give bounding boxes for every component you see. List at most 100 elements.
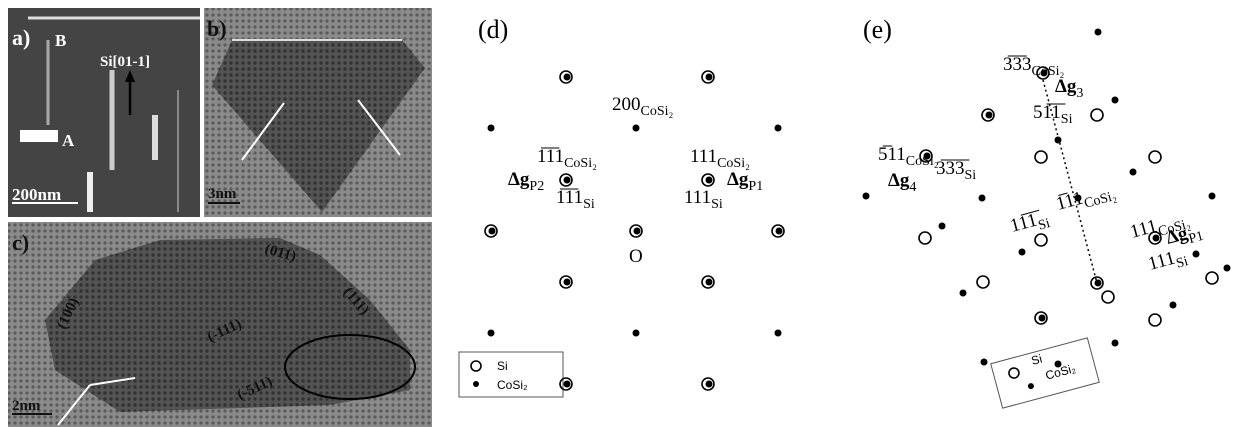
panel-e: (e) 3̅3̅3CoSi₂ Δg3 51̅1̅Si 5̅11CoSi₂ Δg4… <box>863 15 1231 408</box>
cosi2-spot <box>960 290 967 297</box>
si-spot <box>919 232 931 244</box>
marker-label: A <box>62 131 75 150</box>
panel-label: a) <box>12 25 30 50</box>
label-part: 111 <box>690 146 717 167</box>
label-part: Si <box>1175 254 1190 272</box>
cosi2-spot <box>1055 361 1062 368</box>
label-part: Si <box>965 168 977 183</box>
si-spot <box>1091 109 1103 121</box>
spot-label: 1̅1̅1CoSi₂ <box>537 146 597 171</box>
label-part: Δg <box>727 169 749 190</box>
spot-label: 51̅1̅Si <box>1033 102 1073 127</box>
label-part: Δg <box>1055 76 1077 97</box>
legend-label: Si <box>1030 352 1044 368</box>
cosi2-spot <box>775 125 782 132</box>
label-part: CoSi₂ <box>641 104 674 119</box>
spot-label: 1̅11CoSi₂ <box>1054 179 1119 219</box>
legend-label: Si <box>497 359 508 373</box>
spot-label: ΔgP1 <box>727 169 763 194</box>
si-spot <box>1206 272 1218 284</box>
label-part: Δg <box>888 170 910 191</box>
cosi2-spot <box>706 177 713 184</box>
cosi2-spot <box>1130 169 1137 176</box>
label-part: Si <box>1037 216 1052 234</box>
cosi2-spot <box>564 381 571 388</box>
label-part: CoSi₂ <box>1083 189 1119 212</box>
si-spot <box>1035 151 1047 163</box>
cosi2-spot <box>488 330 495 337</box>
panel-a: a) B A Si[01-1] 200nm <box>8 8 200 217</box>
cosi2-spot <box>1112 97 1119 104</box>
cosi2-spot <box>1055 137 1062 144</box>
label-part: 111 <box>1146 248 1178 275</box>
cosi2-spot <box>488 125 495 132</box>
cosi2-spot <box>1170 302 1177 309</box>
si-spot <box>1149 314 1161 326</box>
cosi2-spot <box>863 193 870 200</box>
cosi2-spot <box>1224 265 1231 272</box>
cosi2-spot <box>564 279 571 286</box>
panel-label: c) <box>12 230 29 255</box>
label-part: Si <box>583 197 595 212</box>
label-part: Si <box>711 197 723 212</box>
direction-label: Si[01-1] <box>100 54 150 70</box>
panel-label: (e) <box>863 15 892 44</box>
cosi2-spot <box>564 74 571 81</box>
label-part: 1̅11 <box>1054 188 1086 215</box>
panel-label: (d) <box>478 15 508 44</box>
cosi2-spot <box>706 279 713 286</box>
cosi2-spot <box>1095 29 1102 36</box>
cosi2-spot <box>1075 195 1082 202</box>
cosi2-spot <box>564 177 571 184</box>
figure: a) B A Si[01-1] 200nm b) 3nm c) (011) (1… <box>0 0 1236 427</box>
label-part: P2 <box>529 179 544 194</box>
cosi2-spot <box>489 228 496 235</box>
panel-b: b) 3nm <box>204 8 432 217</box>
label-part: 4 <box>909 180 916 195</box>
cosi2-spot <box>776 228 783 235</box>
label-part: 1̅1̅1 <box>537 146 564 167</box>
label-part: Si <box>1061 112 1073 127</box>
panel-label: b) <box>207 16 227 41</box>
cosi2-spot <box>924 153 931 160</box>
cosi2-spot <box>634 228 641 235</box>
marker-label: B <box>55 31 66 50</box>
cosi2-spot <box>979 195 986 202</box>
panel-c: c) (011) (100) (111) (-111) (-511) 2nm <box>8 222 432 427</box>
cosi2-spot <box>1095 280 1102 287</box>
label-part: 3̅3̅3 <box>1003 54 1032 75</box>
label-part: P1 <box>1187 229 1205 247</box>
cosi2-spot <box>1112 340 1119 347</box>
cosi2-spot <box>706 381 713 388</box>
cosi2-spot <box>1039 315 1046 322</box>
label-part: 200 <box>612 94 641 115</box>
spot-label: 111Si <box>684 187 723 212</box>
label-part: P1 <box>748 179 763 194</box>
spot-label: 111Si <box>1146 244 1190 278</box>
cosi2-spot <box>1153 235 1160 242</box>
spot-label: 200CoSi₂ <box>612 94 674 119</box>
spot-label: ΔgP2 <box>508 169 544 194</box>
label-part: 111 <box>684 187 711 208</box>
cosi2-spot <box>1019 249 1026 256</box>
label-part: 5̅11 <box>878 144 906 165</box>
si-spot <box>1102 291 1114 303</box>
label-part: 1̅1̅1 <box>556 187 583 208</box>
spot-label: 111CoSi₂ <box>690 146 750 171</box>
si-spot <box>1149 151 1161 163</box>
label-part: 3 <box>1076 86 1083 101</box>
cosi2-spot <box>939 223 946 230</box>
scale-bar-label: 3nm <box>208 186 237 202</box>
cosi2-spot <box>633 330 640 337</box>
label-part: CoSi₂ <box>564 156 597 171</box>
cosi2-spot <box>775 330 782 337</box>
spot-label: Δg4 <box>888 170 916 195</box>
cosi2-spot <box>1041 70 1048 77</box>
label-part: Δg <box>508 169 530 190</box>
cosi2-spot <box>633 125 640 132</box>
cosi2-spot <box>1193 251 1200 258</box>
cosi2-spot <box>706 74 713 81</box>
origin-label: O <box>629 246 643 267</box>
cosi2-spot <box>981 359 988 366</box>
legend-label: CoSi₂ <box>497 378 528 392</box>
